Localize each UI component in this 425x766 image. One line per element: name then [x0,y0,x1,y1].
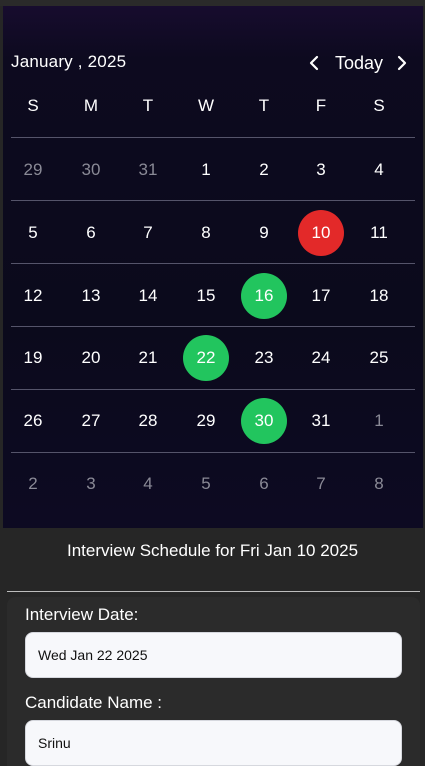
calendar-day[interactable]: 30 [241,398,287,444]
calendar-day[interactable]: 21 [138,348,158,367]
week-separator [11,263,415,264]
interview-date-field[interactable] [25,632,402,678]
calendar-day[interactable]: 16 [241,273,287,319]
calendar-day[interactable]: 26 [23,411,43,430]
calendar-day[interactable]: 31 [311,411,331,430]
calendar-header: January , 2025 Today [3,48,423,78]
calendar-day[interactable]: 17 [311,286,331,305]
week-separator [11,389,415,390]
weekday-label: S [27,96,39,115]
calendar-day[interactable]: 2 [28,474,38,493]
calendar-day[interactable]: 6 [259,474,269,493]
calendar-day[interactable]: 4 [143,474,153,493]
calendar-day[interactable]: 28 [138,411,158,430]
calendar-day[interactable]: 2 [259,160,269,179]
chevron-left-icon [309,55,319,71]
calendar-day[interactable]: 1 [201,160,211,179]
calendar-day[interactable]: 24 [311,348,331,367]
calendar-day[interactable]: 14 [138,286,158,305]
calendar-day[interactable]: 13 [81,286,101,305]
weekday-label: S [373,96,385,115]
calendar-day[interactable]: 8 [201,223,211,242]
chevron-right-icon [397,55,407,71]
top-bar [0,0,425,6]
week-separator [11,137,415,138]
calendar-day[interactable]: 20 [81,348,101,367]
calendar-day[interactable]: 11 [370,223,388,242]
today-button[interactable]: Today [334,52,383,73]
calendar-day[interactable]: 6 [86,223,96,242]
weekday-label: T [258,96,270,115]
calendar-day[interactable]: 25 [369,348,389,367]
calendar-day[interactable]: 27 [81,411,101,430]
weekday-label: F [315,96,327,115]
weekday-label: W [197,96,215,115]
calendar-day[interactable]: 31 [138,160,158,179]
calendar-day[interactable]: 5 [201,474,211,493]
week-separator [11,452,415,453]
candidate-name-label: Candidate Name : [25,693,163,712]
month-label: January , 2025 [11,52,127,71]
calendar-day[interactable]: 30 [81,160,101,179]
calendar-day[interactable]: 5 [28,223,38,242]
calendar-day[interactable]: 7 [316,474,326,493]
calendar-day[interactable]: 7 [143,223,153,242]
calendar-day[interactable]: 12 [23,286,43,305]
weekday-label: M [83,96,99,115]
weekday-label: T [142,96,154,115]
week-separator [11,200,415,201]
divider [7,591,420,592]
schedule-title: Interview Schedule for Fri Jan 10 2025 [66,541,359,560]
calendar-day[interactable]: 22 [183,335,229,381]
candidate-name-field[interactable] [25,720,402,766]
calendar-day[interactable]: 10 [298,210,344,256]
calendar-day[interactable]: 18 [369,286,389,305]
next-month-button[interactable] [393,53,411,73]
calendar-day[interactable]: 19 [23,348,43,367]
calendar-nav: Today [305,48,411,78]
calendar-day[interactable]: 3 [316,160,326,179]
calendar-day[interactable]: 23 [254,348,274,367]
calendar-day[interactable]: 3 [86,474,96,493]
calendar-day[interactable]: 1 [374,411,384,430]
interview-date-label: Interview Date: [25,605,139,624]
calendar-day[interactable]: 15 [196,286,216,305]
calendar-day[interactable]: 4 [374,160,384,179]
calendar-day[interactable]: 29 [196,411,216,430]
calendar-day[interactable]: 9 [259,223,269,242]
calendar-day[interactable]: 8 [374,474,384,493]
prev-month-button[interactable] [305,53,323,73]
week-separator [11,326,415,327]
calendar-day[interactable]: 29 [23,160,43,179]
